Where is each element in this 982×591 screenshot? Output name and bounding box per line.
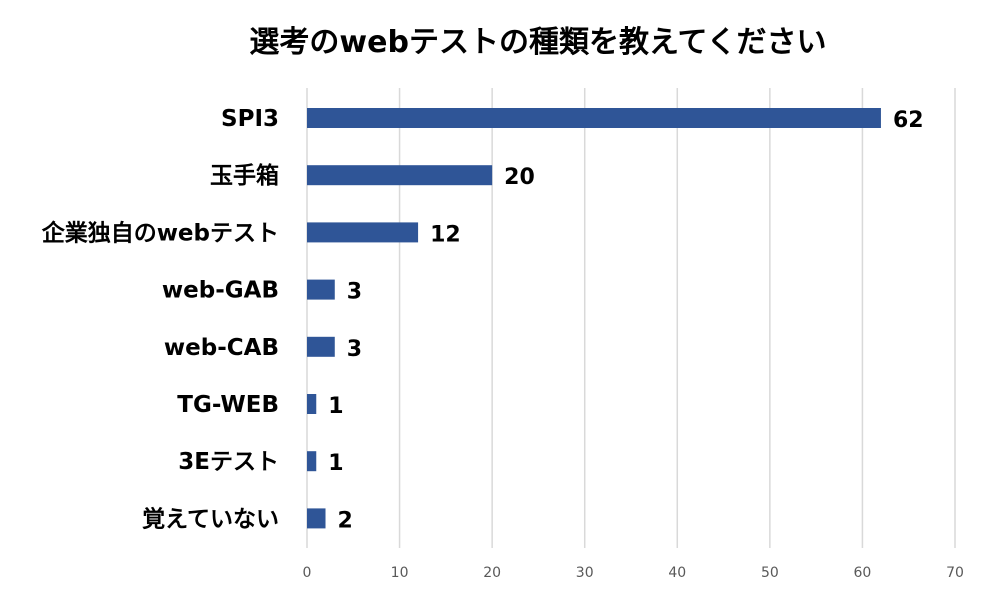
bar: [307, 508, 326, 529]
x-tick-label: 0: [303, 565, 312, 581]
bar: [307, 451, 317, 472]
data-label: 20: [504, 165, 535, 190]
data-label: 12: [430, 222, 461, 247]
bar: [307, 165, 493, 186]
category-label: web-GAB: [162, 278, 279, 304]
bars: [307, 108, 881, 529]
bar: [307, 336, 335, 357]
category-label: 玉手箱: [210, 162, 279, 189]
x-tick-label: 60: [854, 565, 872, 581]
x-tick-label: 40: [668, 565, 686, 581]
x-tick-label: 30: [576, 565, 594, 581]
gridlines: [306, 88, 956, 548]
x-tick-label: 50: [761, 565, 779, 581]
bar: [307, 108, 881, 128]
x-tick-label: 20: [483, 565, 501, 581]
chart-title: 選考のwebテストの種類を教えてください: [249, 25, 826, 60]
category-label: web-CAB: [164, 335, 279, 361]
data-label: 62: [893, 108, 924, 133]
category-label: 3Eテスト: [178, 449, 279, 475]
x-tick-label: 10: [391, 565, 409, 581]
x-axis-ticks: 0 10 20 30 40 50 60 70: [303, 565, 964, 581]
x-tick-label: 70: [946, 565, 964, 581]
category-label: SPI3: [221, 106, 279, 132]
bar: [307, 279, 335, 300]
bar: [307, 394, 317, 414]
category-label: 企業独自のwebテスト: [41, 219, 279, 246]
category-label: TG-WEB: [177, 392, 279, 418]
bar: [307, 222, 419, 243]
data-label: 3: [347, 280, 362, 305]
category-label: 覚えていない: [142, 506, 279, 532]
data-label: 1: [328, 451, 343, 476]
data-label: 1: [328, 394, 343, 419]
data-label: 3: [347, 337, 362, 362]
data-label: 2: [338, 508, 353, 533]
